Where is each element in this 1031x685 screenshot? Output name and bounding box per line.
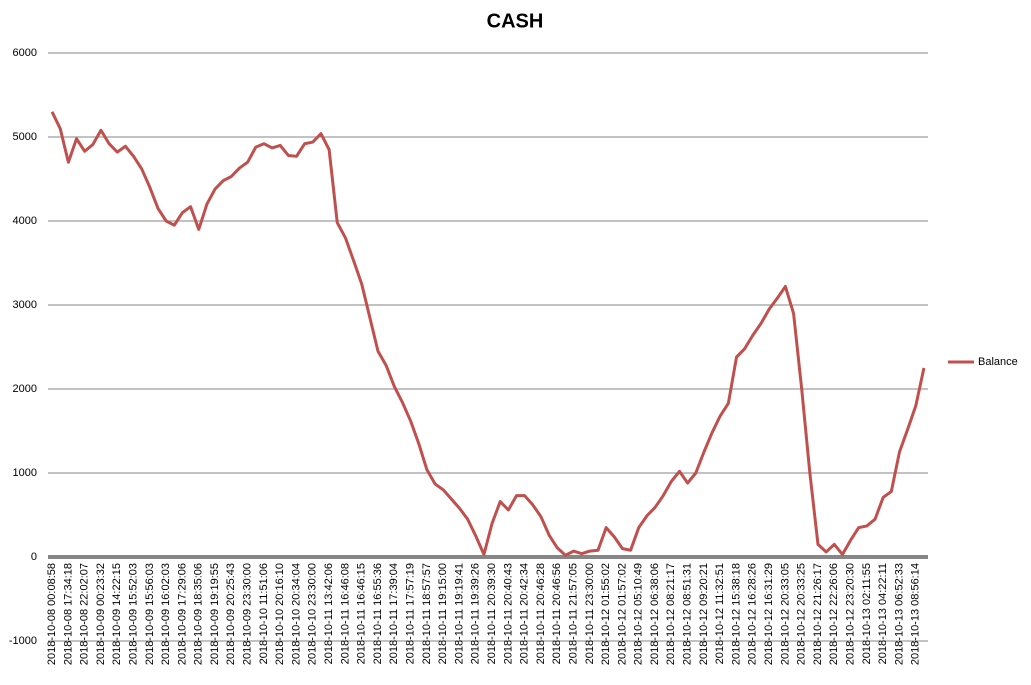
x-tick-label: 2018-10-09 15:56:03 (144, 563, 156, 665)
x-tick-label: 2018-10-13 02:11:55 (861, 563, 873, 664)
x-tick-label: 2018-10-11 21:57:05 (567, 563, 579, 664)
y-tick-label: 5000 (13, 131, 37, 143)
x-tick-label: 2018-10-11 19:15:00 (437, 563, 449, 664)
y-tick-label: 3000 (13, 299, 37, 311)
x-tick-label: 2018-10-09 19:19:55 (209, 563, 221, 665)
x-tick-label: 2018-10-12 23:20:30 (844, 563, 856, 665)
x-tick-label: 2018-10-12 08:21:17 (665, 563, 677, 665)
x-tick-label: 2018-10-11 20:40:43 (502, 563, 514, 664)
x-tick-label: 2018-10-12 16:31:29 (763, 563, 775, 665)
y-tick-label: -1000 (9, 635, 37, 647)
x-tick-label: 2018-10-09 17:29:06 (176, 563, 188, 665)
x-tick-label: 2018-10-13 08:56:14 (910, 563, 922, 665)
x-tick-label: 2018-10-11 16:46:08 (339, 563, 351, 664)
x-tick-label: 2018-10-09 15:52:03 (127, 563, 139, 665)
x-tick-label: 2018-10-11 19:39:26 (470, 563, 482, 664)
x-tick-label: 2018-10-11 17:39:04 (388, 563, 400, 664)
x-tick-label: 2018-10-08 00:08:58 (46, 563, 58, 665)
legend-label: Balance (978, 356, 1018, 368)
x-tick-label: 2018-10-12 16:28:26 (747, 563, 759, 665)
x-tick-label: 2018-10-10 20:16:10 (274, 563, 286, 665)
x-tick-label: 2018-10-09 23:30:00 (242, 563, 254, 665)
x-tick-label: 2018-10-12 08:51:31 (682, 563, 694, 665)
x-tick-label: 2018-10-12 15:38:18 (730, 563, 742, 665)
x-tick-label: 2018-10-11 19:19:41 (453, 563, 465, 664)
x-tick-label: 2018-10-11 18:57:57 (421, 563, 433, 664)
x-tick-label: 2018-10-11 20:42:34 (519, 563, 531, 664)
x-tick-label: 2018-10-09 14:22:15 (111, 563, 123, 665)
x-tick-label: 2018-10-09 18:35:06 (193, 563, 205, 665)
x-tick-label: 2018-10-11 20:46:28 (535, 563, 547, 664)
y-tick-label: 1000 (13, 467, 37, 479)
y-tick-label: 2000 (13, 383, 37, 395)
x-tick-label: 2018-10-09 16:02:03 (160, 563, 172, 665)
x-tick-label: 2018-10-12 22:26:06 (828, 563, 840, 665)
x-tick-label: 2018-10-13 06:52:33 (893, 563, 905, 665)
x-tick-label: 2018-10-10 20:34:04 (290, 563, 302, 665)
x-tick-label: 2018-10-09 00:23:32 (95, 563, 107, 665)
x-tick-label: 2018-10-12 11:32:51 (714, 563, 726, 664)
x-tick-label: 2018-10-11 16:55:36 (372, 563, 384, 664)
x-tick-label: 2018-10-11 20:39:30 (486, 563, 498, 664)
x-tick-label: 2018-10-12 20:33:05 (779, 563, 791, 665)
chart-title: CASH (487, 10, 544, 32)
y-tick-label: 4000 (13, 215, 37, 227)
x-tick-label: 2018-10-12 20:33:25 (796, 563, 808, 665)
x-tick-label: 2018-10-12 01:55:02 (600, 563, 612, 665)
y-tick-label: 6000 (13, 47, 37, 59)
x-tick-label: 2018-10-11 17:57:19 (404, 563, 416, 664)
x-tick-label: 2018-10-10 11:51:06 (258, 563, 270, 664)
y-tick-label: 0 (31, 551, 37, 563)
x-tick-label: 2018-10-13 04:22:11 (877, 563, 889, 664)
x-tick-label: 2018-10-11 13:42:06 (323, 563, 335, 664)
x-tick-label: 2018-10-09 20:25:43 (225, 563, 237, 665)
x-tick-label: 2018-10-12 09:20:21 (698, 563, 710, 665)
x-tick-label: 2018-10-12 06:38:06 (649, 563, 661, 665)
x-tick-label: 2018-10-12 21:26:17 (812, 563, 824, 665)
x-tick-label: 2018-10-11 23:30:00 (584, 563, 596, 664)
x-tick-label: 2018-10-12 01:57:02 (616, 563, 628, 665)
x-tick-label: 2018-10-12 05:10:49 (633, 563, 645, 665)
x-tick-label: 2018-10-08 22:02:07 (79, 563, 91, 665)
x-tick-label: 2018-10-11 20:46:56 (551, 563, 563, 664)
x-tick-label: 2018-10-08 17:34:18 (62, 563, 74, 665)
x-tick-label: 2018-10-10 23:30:00 (307, 563, 319, 665)
data-line (50, 111, 926, 557)
x-tick-label: 2018-10-11 16:46:15 (356, 563, 368, 664)
